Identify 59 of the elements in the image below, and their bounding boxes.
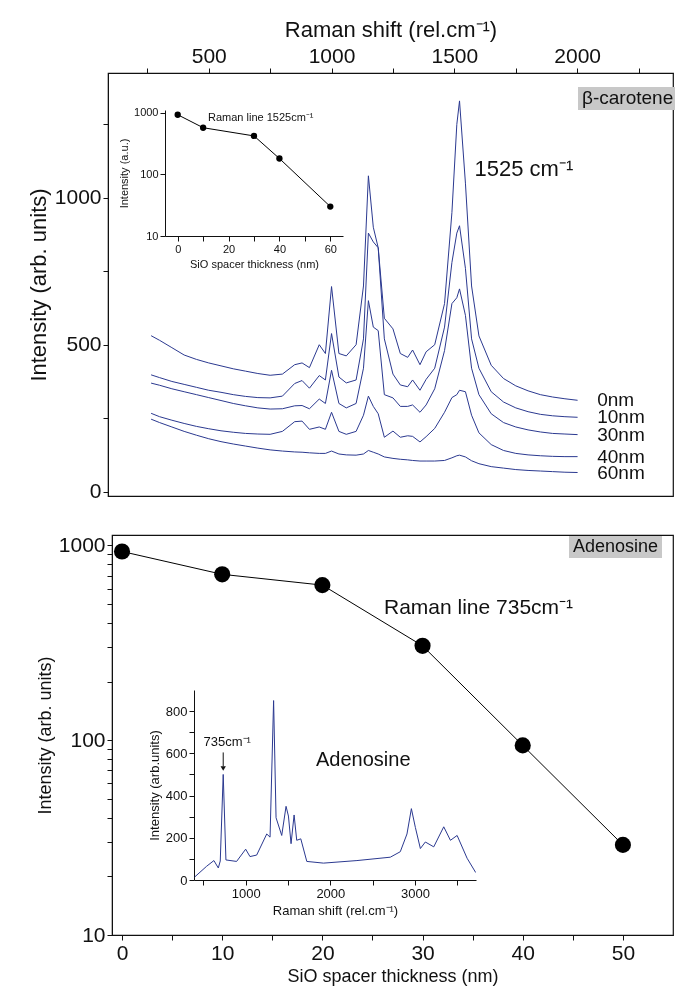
y-tick-label: 800 <box>165 703 188 719</box>
y-axis-title: Intensity (arb. units) <box>25 188 51 382</box>
x-tick-label: 40 <box>511 940 535 964</box>
x-tick-label: 50 <box>611 940 636 964</box>
x-tick-label: 1000 <box>231 885 261 901</box>
x-tick-label: 3000 <box>401 885 430 901</box>
y-axis-title: Intensity (a.u.) <box>118 138 131 209</box>
y-tick-label: 600 <box>165 745 188 761</box>
point <box>214 566 231 583</box>
x-tick-label: 10 <box>211 940 235 964</box>
point <box>199 124 207 131</box>
annotation: Adenosine <box>569 536 663 558</box>
x-tick-label: 1500 <box>431 43 479 67</box>
annotation: 1525 cm⁻¹ <box>474 155 574 181</box>
x-tick-label: 40 <box>273 242 287 255</box>
x-axis-title: SiO spacer thickness (nm) <box>287 965 499 986</box>
x-axis-title: SiO spacer thickness (nm) <box>190 257 319 270</box>
y-tick-label: 10 <box>82 922 106 946</box>
x-axis-title: Raman shift (rel.cm⁻¹) <box>284 16 498 42</box>
point <box>250 132 258 140</box>
line-series <box>150 389 578 458</box>
x-tick-label: 30 <box>411 940 435 964</box>
x-tick-label: 20 <box>311 940 335 964</box>
y-tick-label: 1000 <box>58 532 106 556</box>
annotation: 735cm⁻¹ <box>203 734 252 750</box>
y-axis-title: Intensity (arb.units) <box>146 730 162 841</box>
point <box>314 577 331 594</box>
point <box>174 111 181 118</box>
point <box>614 836 631 853</box>
x-tick-label: 500 <box>191 43 227 67</box>
line-series <box>150 418 578 473</box>
y-tick-label: 400 <box>165 788 188 804</box>
annotation: Adenosine <box>316 748 411 770</box>
annotation: Raman line 1525cm⁻¹ <box>208 111 314 124</box>
y-tick-label: 1000 <box>134 106 159 119</box>
x-tick-label: 20 <box>222 242 236 255</box>
x-tick-label: 1000 <box>308 43 356 67</box>
y-tick-label: 200 <box>165 830 188 846</box>
x-tick-label: 60 <box>324 242 337 255</box>
x-tick-label: 2000 <box>554 43 602 67</box>
x-axis-title: Raman shift (rel.cm⁻¹) <box>272 902 399 918</box>
point <box>414 637 431 654</box>
series-label: 40nm <box>597 445 645 467</box>
y-tick-label: 1000 <box>54 185 102 209</box>
point <box>514 737 531 754</box>
y-tick-label: 0 <box>180 872 188 888</box>
annotation: Raman line 735cm⁻¹ <box>384 595 574 619</box>
y-tick-label: 100 <box>140 167 159 180</box>
y-tick-label: 100 <box>70 727 106 751</box>
point <box>327 203 334 210</box>
point <box>113 543 131 560</box>
point <box>276 155 283 162</box>
y-tick-label: 0 <box>89 479 102 503</box>
y-tick-label: 500 <box>66 332 102 356</box>
x-tick-label: 0 <box>116 940 129 964</box>
x-tick-label: 2000 <box>316 885 346 901</box>
annotation: β-carotene <box>578 87 675 110</box>
y-axis-title: Intensity (arb. units) <box>34 656 55 815</box>
y-tick-label: 10 <box>146 229 159 242</box>
